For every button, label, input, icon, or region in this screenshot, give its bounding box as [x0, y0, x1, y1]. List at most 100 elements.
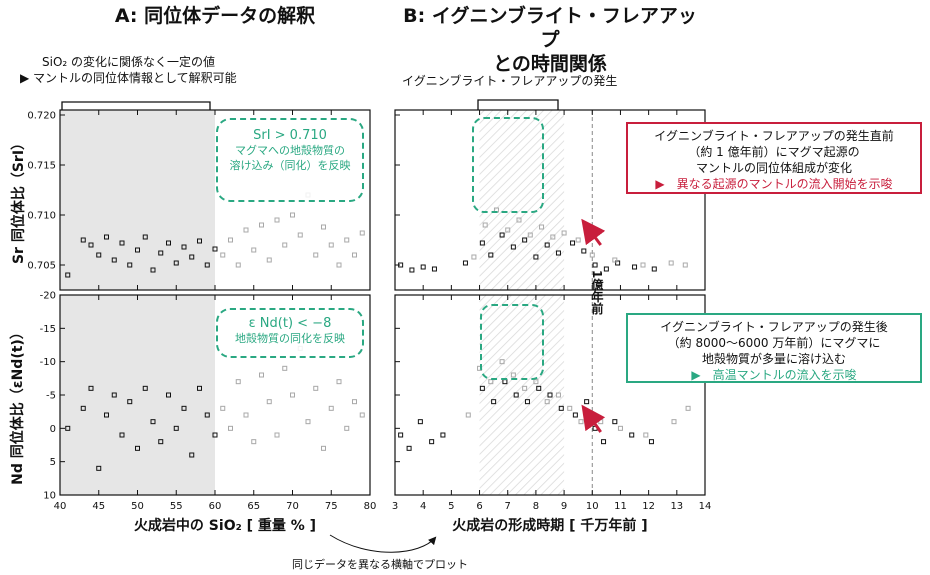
- end-callout-line2: 地殻物質の同化を反映: [235, 332, 345, 345]
- data-point-grey: [290, 212, 295, 218]
- data-point-black: [212, 246, 218, 252]
- x-tick-label: 70: [286, 501, 299, 512]
- data-point-black: [158, 439, 164, 445]
- data-point-black: [440, 432, 446, 438]
- data-point-grey: [522, 385, 528, 391]
- data-point-black: [135, 247, 140, 253]
- panel-b-title-line1: B: イグニンブライト・フレアアップ: [403, 5, 697, 51]
- x-tick-label: 4: [420, 501, 426, 512]
- data-point-black: [479, 385, 485, 391]
- data-point-grey: [516, 217, 522, 223]
- green-callout-line4: ▶ 高温マントルの流入を示唆: [691, 368, 857, 382]
- data-point-black: [135, 445, 140, 451]
- data-point-black: [104, 412, 109, 418]
- data-point-black: [632, 264, 638, 270]
- data-point-grey: [598, 419, 604, 425]
- sio2-note: SiO₂ の変化に関係なく一定の値 ▶ マントルの同位体情報として解釈可能: [20, 54, 290, 86]
- data-point-black: [491, 399, 497, 405]
- data-point-black: [581, 248, 587, 254]
- data-point-grey: [685, 405, 691, 411]
- data-point-black: [547, 392, 553, 398]
- x-tick-label: 50: [131, 501, 144, 512]
- green-callout-line1: イグニンブライト・フレアアップの発生後: [660, 320, 888, 334]
- data-point-grey: [578, 419, 584, 425]
- red-callout-line3: マントルの同位体組成が変化: [695, 161, 852, 175]
- data-point-black: [420, 264, 426, 270]
- data-point-black: [88, 242, 94, 248]
- data-point-black: [96, 252, 102, 258]
- data-point-grey: [259, 372, 264, 378]
- data-point-black: [651, 266, 657, 272]
- data-point-black: [181, 244, 187, 250]
- x-tick-label: 40: [54, 501, 67, 512]
- link-arrow: [329, 534, 437, 553]
- x-tick-label: 11: [614, 501, 627, 512]
- data-point-grey: [352, 399, 357, 405]
- srl-callout-line1: SrI > 0.710: [253, 128, 327, 143]
- data-point-black: [488, 252, 494, 258]
- data-point-black: [142, 234, 148, 240]
- srl-callout-line2: マグマへの地殻物質の: [235, 144, 345, 157]
- x-tick-label: 14: [699, 501, 712, 512]
- data-point-black: [181, 405, 187, 411]
- x-tick-label: 8: [533, 501, 539, 512]
- data-point-black: [88, 385, 94, 391]
- data-point-grey: [575, 237, 581, 243]
- data-point-grey: [336, 379, 342, 385]
- data-point-black: [189, 254, 195, 260]
- x-tick-label: 9: [561, 501, 567, 512]
- y-tick-label: -15: [40, 324, 56, 335]
- flareup-label: イグニンブライト・フレアアップの発生: [402, 74, 618, 88]
- data-point-black: [409, 267, 415, 273]
- data-point-black: [212, 432, 218, 438]
- x-tick-label: 12: [642, 501, 655, 512]
- data-point-black: [429, 439, 435, 445]
- flareup-hatch-region: [479, 110, 565, 290]
- data-point-black: [417, 419, 423, 425]
- data-point-black: [570, 240, 576, 246]
- data-point-grey: [533, 379, 539, 385]
- flareup-sr-highlight: [472, 117, 544, 213]
- data-point-grey: [510, 372, 516, 378]
- data-point-black: [111, 392, 117, 398]
- data-point-grey: [235, 379, 241, 385]
- data-point-black: [510, 244, 516, 250]
- data-point-grey: [527, 232, 533, 238]
- data-point-grey: [321, 445, 326, 451]
- x-tick-label: 65: [247, 501, 260, 512]
- green-callout-line3: 地殻物質が多量に溶け込む: [701, 352, 846, 366]
- red-callout-line4: ▶ 異なる起源のマントルの流入開始を示唆: [655, 177, 893, 191]
- data-point-black: [398, 262, 404, 268]
- data-point-black: [398, 432, 404, 438]
- data-point-grey: [282, 365, 288, 371]
- y-axis-label-nd: Nd 同位体比（εNd(t)）: [10, 325, 26, 485]
- data-point-black: [544, 242, 550, 248]
- data-point-black: [150, 267, 156, 273]
- data-point-grey: [482, 222, 488, 228]
- data-point-grey: [274, 432, 280, 438]
- data-point-grey: [220, 405, 226, 411]
- y-tick-label: 0.705: [27, 261, 56, 272]
- data-point-black: [572, 412, 578, 418]
- data-point-grey: [561, 230, 567, 236]
- data-point-black: [533, 254, 539, 260]
- panel-b-title: B: イグニンブライト・フレアアップ との時間関係: [395, 4, 705, 76]
- data-point-grey: [465, 412, 471, 418]
- data-point-grey: [266, 399, 272, 405]
- x-axis-link-note: 同じデータを異なる横軸でプロット: [292, 558, 468, 571]
- data-point-grey: [344, 237, 350, 243]
- data-point-black: [584, 399, 590, 405]
- data-point-grey: [313, 385, 319, 391]
- data-point-black: [462, 260, 468, 266]
- data-point-black: [204, 412, 210, 418]
- end-callout-line1: ε Nd(t) < −8: [248, 316, 332, 331]
- y-tick-label: -10: [40, 357, 56, 368]
- data-point-grey: [352, 252, 357, 258]
- data-point-black: [65, 425, 71, 431]
- x-axis-label-sio2: 火成岩中の SiO₂ [ 重量 % ]: [133, 518, 317, 534]
- y-tick-label: 5: [50, 457, 56, 468]
- data-point-black: [65, 272, 71, 278]
- data-point-black: [524, 399, 530, 405]
- x-tick-label: 45: [92, 501, 105, 512]
- sio2-note-line2: ▶ マントルの同位体情報として解釈可能: [20, 71, 237, 85]
